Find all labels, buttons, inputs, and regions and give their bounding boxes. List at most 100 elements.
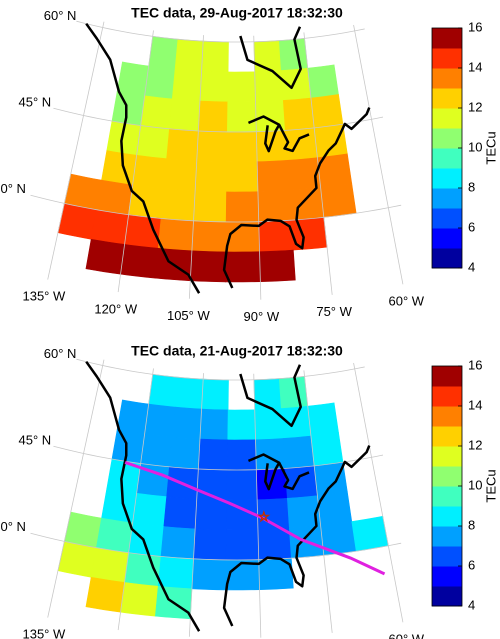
colorbar-swatch	[432, 228, 462, 249]
tec-cell	[191, 220, 227, 253]
colorbar-tick-label: 12	[468, 437, 482, 452]
lon-label: 120° W	[94, 301, 138, 316]
colorbar-swatch	[432, 506, 462, 527]
coastline	[264, 462, 281, 491]
meridian	[188, 373, 204, 637]
colorbar-tick-label: 12	[468, 99, 482, 114]
tec-cell	[169, 436, 201, 470]
tec-cell	[174, 376, 204, 410]
tec-cell	[136, 125, 170, 160]
colorbar-swatch	[432, 148, 462, 169]
meridian	[303, 370, 333, 633]
tec-cell	[132, 492, 167, 527]
tec-cell	[225, 251, 261, 283]
tec-cell	[120, 244, 159, 279]
coastline	[247, 115, 310, 153]
colorbar-swatch	[432, 426, 462, 447]
tec-cell	[191, 558, 227, 591]
colorbar-swatch	[432, 108, 462, 129]
coastline	[239, 26, 302, 90]
colorbar-swatch	[432, 88, 462, 109]
tec-cell	[101, 488, 137, 524]
tec-cell	[282, 435, 315, 469]
colorbar-swatch	[432, 248, 462, 269]
colorbar-tick-label: 8	[468, 517, 475, 532]
tec-cell	[166, 128, 199, 162]
lat-label: 45° N	[19, 432, 52, 447]
tec-cell	[171, 68, 202, 102]
tec-cell	[307, 402, 339, 437]
colorbar-tick-label: 14	[468, 59, 482, 74]
colorbar-swatch	[432, 68, 462, 89]
tec-cell	[85, 238, 125, 275]
tec-cell	[120, 582, 159, 617]
lon-label: 60° W	[389, 631, 425, 639]
tec-cell	[90, 209, 129, 245]
meridian	[47, 359, 105, 618]
tec-cell	[193, 190, 227, 223]
tec-cell	[227, 439, 257, 471]
tec-cell	[226, 469, 258, 501]
colorbar-tick-label: 16	[468, 19, 482, 34]
map-panel: TEC data, 21-Aug-2017 18:32:30 60° N 45° N…	[0, 343, 498, 639]
colorbar-tick-label: 14	[468, 397, 482, 412]
colorbar-swatch	[432, 566, 462, 587]
tec-cell	[144, 403, 176, 438]
colorbar-swatch	[432, 546, 462, 567]
tec-cell	[96, 517, 133, 554]
tec-cell	[259, 249, 296, 282]
colorbar-tick-label: 6	[468, 219, 475, 234]
tec-cell	[194, 160, 228, 193]
coastline	[239, 364, 302, 428]
tec-cell	[284, 127, 318, 161]
tec-cell	[96, 179, 133, 216]
coastline	[222, 107, 371, 289]
tec-cell	[257, 189, 292, 223]
tec-cell	[199, 408, 229, 441]
meridian	[117, 368, 154, 631]
tec-cell	[163, 496, 198, 530]
tec-cell	[198, 438, 229, 471]
colorbar-swatch	[432, 446, 462, 467]
coastline	[85, 22, 201, 294]
parallel	[53, 107, 383, 133]
tec-cell	[278, 38, 309, 71]
colorbar-swatch	[432, 28, 462, 49]
meridian	[303, 32, 333, 295]
tec-cell	[284, 465, 318, 499]
tec-cell	[160, 526, 196, 560]
tec-cell	[116, 399, 149, 435]
colorbar-swatch	[432, 586, 462, 607]
eclipse-path	[124, 461, 386, 576]
tec-cell	[225, 529, 260, 561]
tec-cell	[193, 528, 227, 561]
tec-cell	[227, 71, 256, 103]
colorbar-swatch	[432, 366, 462, 387]
tec-cell	[160, 188, 196, 222]
colorbar-swatch	[432, 526, 462, 547]
colorbar-tick-label: 16	[468, 357, 482, 372]
tec-cell	[253, 378, 282, 411]
tec-cell	[310, 432, 344, 467]
parallel	[76, 358, 365, 381]
tec-cell	[124, 214, 162, 249]
tec-cell	[226, 131, 258, 163]
colorbar-swatch	[432, 188, 462, 209]
tec-cell	[157, 218, 194, 252]
lon-label: 90° W	[244, 309, 280, 324]
lon-label: 60° W	[389, 293, 425, 308]
colorbar-tick-label: 8	[468, 179, 475, 194]
meridian	[117, 30, 154, 293]
colorbar-swatch	[432, 168, 462, 189]
tec-cell	[101, 150, 137, 186]
tec-cell	[144, 65, 176, 100]
tec-cell	[320, 183, 357, 218]
tec-cell	[198, 100, 229, 133]
parallel	[76, 20, 365, 43]
tec-cell	[157, 556, 194, 590]
meridian	[188, 35, 204, 299]
colorbar-tick-label: 4	[468, 597, 475, 612]
meridian	[253, 35, 262, 300]
meridian	[47, 21, 105, 280]
